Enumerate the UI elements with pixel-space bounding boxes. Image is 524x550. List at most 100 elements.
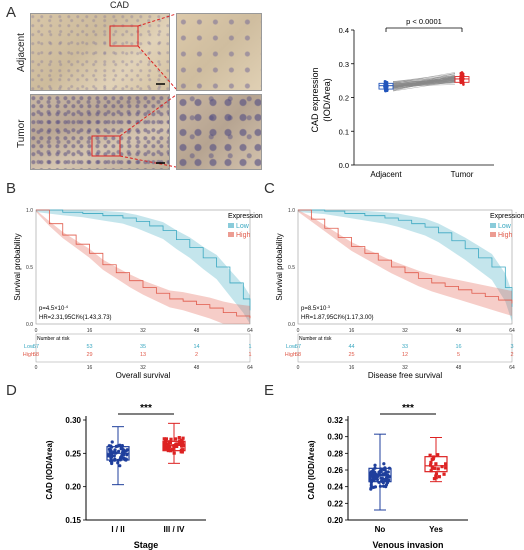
data-point — [163, 439, 168, 443]
data-point — [121, 453, 126, 457]
risk-value: 3 — [510, 344, 513, 350]
risk-value: 14 — [193, 344, 199, 350]
x-tick-label: 48 — [194, 328, 200, 334]
data-point — [440, 465, 444, 469]
x-tick-label: Adjacent — [370, 170, 402, 179]
data-point — [168, 445, 172, 449]
data-point — [460, 81, 463, 84]
data-point — [377, 480, 381, 484]
data-point — [113, 457, 117, 461]
data-point — [106, 454, 110, 458]
y-tick-label: 0.5 — [288, 265, 295, 271]
risk-value: 2 — [195, 352, 198, 358]
risk-value: 5 — [457, 352, 460, 358]
data-point — [387, 475, 391, 479]
x-tick-label: No — [375, 525, 386, 534]
data-point — [383, 477, 387, 481]
data-point — [384, 80, 388, 84]
x-axis-label: Overall survival — [116, 371, 171, 380]
data-point — [169, 437, 173, 441]
data-point — [174, 437, 178, 441]
y-tick-label: 0.5 — [26, 265, 33, 271]
y-axis-label: Survival probability — [275, 233, 284, 300]
data-point — [434, 474, 438, 478]
data-point — [431, 466, 435, 470]
data-point — [120, 456, 124, 460]
risk-x-tick-label: 16 — [349, 365, 355, 371]
risk-x-tick-label: 0 — [35, 365, 38, 371]
data-point — [180, 439, 184, 443]
ihc-zoom-overlay — [91, 13, 177, 168]
data-point — [118, 458, 122, 462]
data-point — [109, 453, 114, 457]
x-tick-label: 64 — [247, 328, 253, 334]
data-point — [125, 448, 129, 452]
data-point — [120, 444, 124, 448]
y-tick-label: 0.15 — [65, 516, 81, 525]
data-point — [177, 436, 181, 440]
risk-value: 57 — [33, 344, 39, 350]
data-point — [442, 472, 446, 476]
risk-x-tick-label: 32 — [140, 365, 146, 371]
data-point — [387, 466, 392, 470]
zoom-line-tumor-top — [119, 94, 177, 137]
risk-x-tick-label: 64 — [509, 365, 515, 371]
y-tick-label: 0.30 — [65, 416, 81, 425]
ihc-tumor-overview — [30, 94, 170, 170]
data-point — [172, 451, 176, 455]
y-tick-label: 0.20 — [327, 516, 343, 525]
data-point — [459, 71, 463, 75]
risk-value: 58 — [33, 352, 39, 358]
panel-label-e: E — [264, 382, 275, 399]
data-point — [112, 450, 116, 454]
data-point — [114, 444, 119, 449]
zoom-line-adjacent-bottom — [137, 45, 177, 90]
risk-value: 29 — [86, 352, 92, 358]
data-point — [108, 459, 113, 463]
data-point — [175, 444, 179, 449]
y-tick-label: 1.0 — [288, 208, 295, 214]
legend-title: Expression — [490, 213, 524, 220]
legend-swatch-low — [228, 223, 234, 228]
data-point — [378, 484, 383, 488]
paired-line — [392, 73, 456, 88]
panel-label-d: D — [6, 382, 17, 399]
data-point — [372, 485, 376, 489]
data-point — [369, 483, 373, 487]
data-point — [167, 440, 171, 444]
paired-line — [392, 82, 456, 89]
p-value-label: p < 0.0001 — [406, 17, 442, 26]
data-point — [117, 449, 121, 453]
risk-value: 58 — [295, 352, 301, 358]
chart-b-km-overall: 0 16 32 48 64 0.0 0.5 1.0 Survival probability Ex… — [13, 208, 263, 380]
data-point — [444, 462, 448, 466]
y-tick-label: 0.26 — [327, 466, 343, 475]
x-tick-label: 48 — [456, 328, 462, 334]
risk-value: 13 — [140, 352, 146, 358]
panel-label-a: A — [6, 4, 17, 21]
data-point — [386, 478, 391, 482]
data-point — [181, 448, 185, 452]
risk-row-label-high: High — [285, 352, 296, 358]
data-point — [385, 89, 389, 93]
ihc-adjacent-zoom — [176, 13, 262, 91]
paired-line — [392, 79, 456, 87]
data-point — [179, 450, 183, 454]
legend-title: Expression — [228, 213, 263, 220]
data-point — [162, 442, 167, 446]
x-tick-label: I / II — [111, 525, 124, 534]
zoom-line-adjacent-top — [137, 13, 177, 27]
legend-swatch-high — [490, 232, 496, 237]
data-point — [374, 475, 378, 479]
survival-curve-high — [298, 209, 513, 304]
data-point — [125, 453, 129, 457]
hazard-ratio-text: HR=2.31,95CI%(1.43,3.73) — [39, 315, 112, 321]
x-tick-label: 0 — [35, 328, 38, 334]
survival-curve-low — [298, 209, 513, 307]
data-point — [174, 442, 178, 446]
risk-x-tick-label: 48 — [194, 365, 200, 371]
plot-frame — [35, 209, 251, 325]
data-point — [381, 467, 386, 471]
risk-x-tick-label: 32 — [402, 365, 408, 371]
data-point — [381, 481, 385, 485]
